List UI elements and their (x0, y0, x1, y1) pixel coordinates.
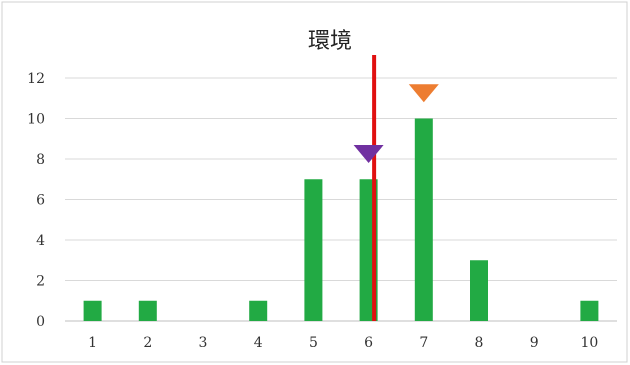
bar (415, 119, 433, 322)
x-tick-label: 1 (88, 335, 97, 351)
y-tick-label: 2 (36, 274, 45, 290)
y-tick-label: 8 (36, 152, 45, 168)
bar (470, 260, 488, 321)
y-tick-label: 0 (36, 314, 45, 330)
x-tick-label: 4 (254, 335, 263, 351)
y-tick-label: 12 (27, 71, 45, 87)
y-tick-label: 10 (27, 112, 45, 128)
x-tick-label: 3 (199, 335, 208, 351)
x-tick-label: 8 (475, 335, 484, 351)
bar (84, 301, 102, 321)
bar (304, 179, 322, 321)
y-tick-label: 6 (36, 193, 45, 209)
chart-title: 環境 (308, 29, 352, 54)
x-tick-label: 5 (309, 335, 318, 351)
x-tick-label: 2 (143, 335, 152, 351)
bar (249, 301, 267, 321)
x-tick-label: 7 (419, 335, 428, 351)
y-tick-label: 4 (36, 233, 45, 249)
bar (139, 301, 157, 321)
x-tick-label: 10 (580, 335, 598, 351)
x-tick-label: 6 (364, 335, 373, 351)
x-tick-label: 9 (530, 335, 539, 351)
bar (580, 301, 598, 321)
